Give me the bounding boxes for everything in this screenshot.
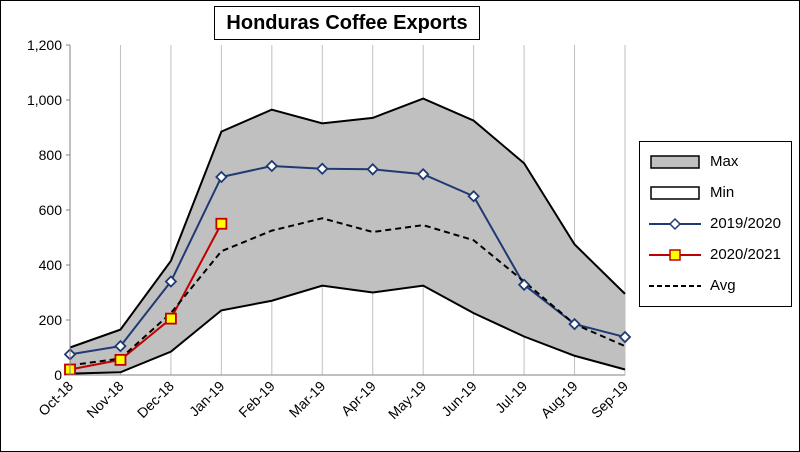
point-2019-2020-feb-19 [265, 159, 279, 173]
legend-label-2019-2020: 2019/2020 [710, 215, 781, 232]
point-2019-2020-jun-19 [467, 189, 480, 203]
min-max-band [69, 97, 626, 375]
point-2020-2021-dec-18 [165, 312, 177, 325]
x-tick-label-dec-18: Dec-18 [134, 378, 177, 421]
y-tick-label-1000: 1,000 [27, 92, 62, 108]
point-2019-2020-may-19 [416, 167, 430, 181]
legend-swatch-2020-2021 [649, 249, 701, 261]
y-tick-label-600: 600 [39, 202, 63, 218]
point-2019-2020-jul-19 [517, 278, 531, 292]
series-line-2020-2021 [69, 223, 223, 371]
point-2019-2020-jan-19 [215, 170, 228, 184]
series-line-2019-2020 [69, 164, 626, 356]
legend-item-2020-2021: 2020/2021 [648, 245, 788, 265]
legend-item-avg: Avg [648, 276, 788, 296]
legend-swatch-min [650, 186, 700, 200]
legend-item-2019-2020: 2019/2020 [648, 214, 788, 234]
y-tick-label-1200: 1,200 [27, 37, 62, 53]
x-tick-label-apr-19: Apr-19 [338, 378, 379, 419]
band-fill [70, 98, 625, 374]
legend-label-avg: Avg [710, 277, 736, 294]
series-lines [63, 159, 632, 376]
series-line-min [69, 284, 626, 375]
x-tick-label-oct-18: Oct-18 [35, 378, 76, 419]
x-tick-label-feb-19: Feb-19 [235, 378, 278, 421]
point-2019-2020-dec-18 [164, 275, 178, 288]
y-tick-labels: 0 200 400 600 800 1,000 1,200 [27, 37, 62, 383]
x-tick-labels: Oct-18 Nov-18 Dec-18 Jan-19 Feb-19 Mar-19 Apr-… [35, 378, 631, 422]
legend-swatch-max [650, 155, 700, 169]
series-line-max [69, 97, 626, 349]
legend-swatch-avg [649, 285, 701, 287]
x-tick-label-nov-18: Nov-18 [83, 378, 126, 421]
x-tick-label-sep-19: Sep-19 [588, 378, 631, 421]
x-tick-label-jul-19: Jul-19 [492, 378, 530, 416]
series-line-avg [69, 217, 626, 367]
legend-label-2020-2021: 2020/2021 [710, 246, 781, 263]
x-tick-label-jan-19: Jan-19 [186, 378, 228, 420]
legend-item-max: Max [648, 152, 788, 172]
point-2019-2020-nov-18 [114, 339, 127, 353]
legend-label-max: Max [710, 153, 739, 170]
chart-title: Honduras Coffee Exports [214, 6, 480, 40]
y-tick-label-400: 400 [39, 257, 63, 273]
x-tick-label-mar-19: Mar-19 [286, 378, 329, 421]
legend-swatch-2019-2020 [649, 217, 701, 231]
point-2019-2020-mar-19 [315, 162, 329, 176]
y-tick-label-200: 200 [39, 312, 63, 328]
x-tick-label-jun-19: Jun-19 [438, 378, 480, 420]
point-2020-2021-jan-19 [215, 217, 228, 230]
axes [66, 44, 625, 376]
y-tick-label-800: 800 [39, 147, 63, 163]
point-2019-2020-apr-19 [366, 163, 380, 176]
legend-label-min: Min [710, 184, 735, 201]
point-2019-2020-aug-19 [568, 317, 581, 331]
legend-item-min: Min [648, 183, 788, 203]
point-2020-2021-nov-18 [114, 353, 127, 366]
legend: Max Min 2019/2020 2020/2021 Avg [639, 141, 792, 307]
x-tick-label-may-19: May-19 [385, 378, 429, 422]
point-2019-2020-sep-19 [618, 330, 632, 344]
x-tick-label-aug-19: Aug-19 [537, 378, 580, 421]
y-tick-label-0: 0 [54, 367, 62, 383]
